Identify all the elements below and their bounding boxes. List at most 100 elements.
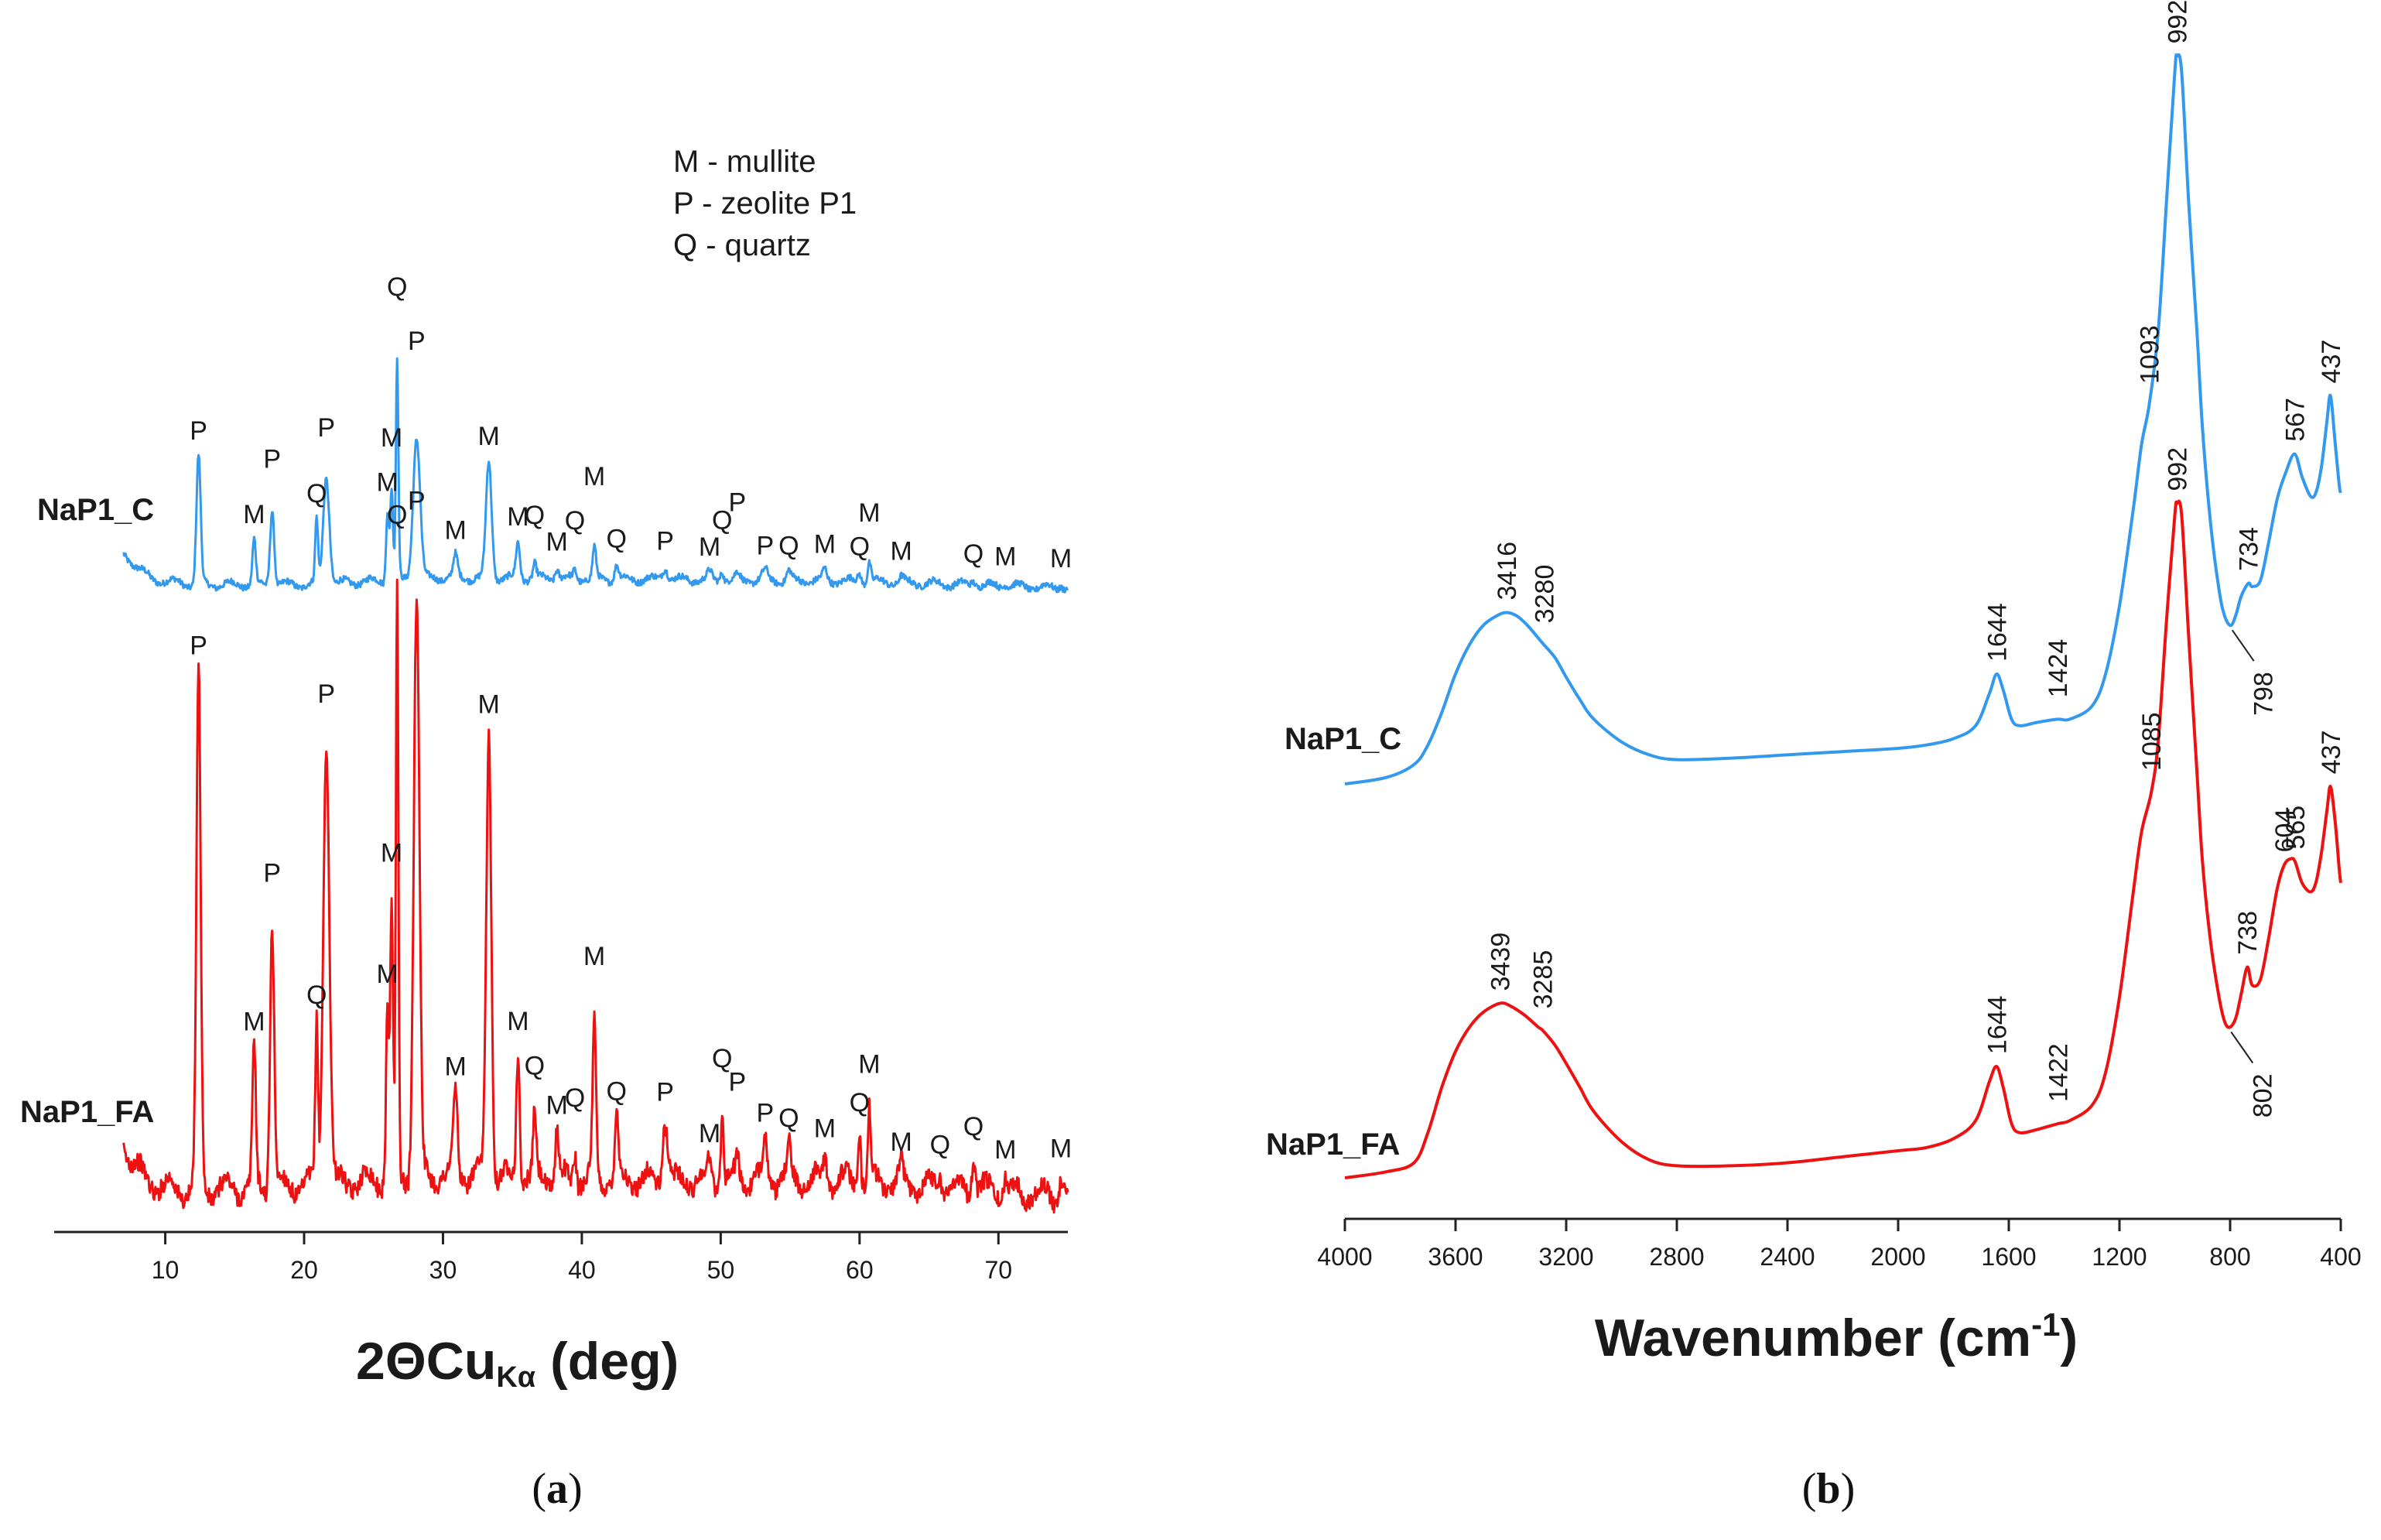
panel-a-line-nap1-fa <box>122 578 1069 1214</box>
panel-a-peak-label: M <box>814 1114 836 1143</box>
panel-a-x-tick-label: 40 <box>568 1256 596 1284</box>
panel-a-peak-label: P <box>190 416 207 446</box>
panel-a-peak-label: P <box>656 1078 674 1107</box>
panel-b-x-tick-label: 800 <box>2209 1243 2250 1271</box>
panel-a-peak-label: M <box>583 942 605 971</box>
panel-b-series-name-nap1-fa: NaP1_FA <box>1266 1128 1400 1162</box>
panel-a-x-tick-label: 20 <box>290 1256 318 1284</box>
panel-a-x-axis-title-prefix: 2ΘCu <box>356 1332 496 1391</box>
panel-a-peak-label: P <box>190 631 207 660</box>
panel-a-peak-label: M <box>444 516 466 546</box>
panel-b-band-label: 1093 <box>2135 325 2164 384</box>
panel-a-peak-label: M <box>243 1007 265 1036</box>
panel-a-peak-label: Q <box>306 479 327 508</box>
panel-a-peak-label: Q <box>963 539 984 569</box>
panel-a-peak-label: M <box>478 690 500 719</box>
panel-a-ticks: 10 20 30 40 50 60 70 <box>152 1232 1012 1284</box>
panel-a-peak-label: Q <box>387 501 407 530</box>
panel-b-x-tick-label: 3600 <box>1428 1243 1483 1271</box>
panel-b-band-label: 802 <box>2248 1074 2277 1118</box>
panel-a-peak-label: Q <box>525 1052 545 1081</box>
panel-a-peak-label: M <box>444 1052 466 1081</box>
panel-b-line-nap1-fa <box>1344 499 2342 1179</box>
panel-b-x-tick-label: 2800 <box>1649 1243 1704 1271</box>
panel-a-series-name-nap1-c: NaP1_C <box>37 493 154 527</box>
panel-b-band-label: 437 <box>2317 731 2346 775</box>
panel-a-peak-label: P <box>408 327 426 356</box>
panel-a-peak-label: Q <box>712 505 732 535</box>
panel-b-band-label: 798 <box>2249 672 2279 716</box>
panel-b-band-label: 1422 <box>2044 1043 2074 1102</box>
panel-a-peak-label: M <box>994 542 1016 572</box>
panel-b-band-label: 992 <box>2163 0 2192 44</box>
panel-b-band-label: 1644 <box>1982 603 2012 662</box>
panel-a-legend-item: Q - quartz <box>673 228 811 262</box>
panel-a-x-tick-label: 50 <box>707 1256 735 1284</box>
panel-a-peak-label: Q <box>306 980 327 1010</box>
panel-a-peak-label: P <box>729 488 747 518</box>
panel-a-caption: (a) <box>532 1465 582 1513</box>
panel-a-peak-label: P <box>317 413 335 443</box>
panel-b-caption-letter: b <box>1816 1465 1840 1513</box>
panel-a-peak-label: M <box>994 1135 1016 1165</box>
panel-a-x-tick-label: 10 <box>152 1256 180 1284</box>
panel-b-x-tick-label: 1600 <box>1981 1243 2036 1271</box>
panel-a-peak-label: M <box>478 422 500 451</box>
panel-a-peak-label: M <box>699 1119 720 1148</box>
panel-a-peak-label: P <box>729 1067 747 1097</box>
panel-b-label-leader <box>2230 1031 2254 1064</box>
panel-b-x-tick-label: 400 <box>2320 1243 2361 1271</box>
panel-b-band-label: 1424 <box>2044 639 2073 698</box>
panel-a-peak-label: M <box>890 1128 912 1157</box>
panel-a-peak-label: M <box>243 500 265 529</box>
panel-b-caption: (b) <box>1802 1465 1855 1513</box>
panel-a-line-nap1-c <box>122 357 1069 594</box>
panel-b-band-label: 604 <box>2270 809 2300 853</box>
panel-a-peak-label: M <box>699 532 720 562</box>
panel-a-legend-item: M - mullite <box>673 145 816 179</box>
panel-a-peak-label: Q <box>565 506 585 536</box>
panel-a-peak-label: M <box>814 530 836 560</box>
panel-a-x-tick-label: 70 <box>984 1256 1012 1284</box>
panel-b-x-tick-label: 3200 <box>1538 1243 1593 1271</box>
panel-a-peak-label: Q <box>607 1076 627 1106</box>
panel-a-peak-label: Q <box>387 272 407 302</box>
panel-b-x-axis-title-sup: -1 <box>2031 1306 2060 1343</box>
panel-a-x-axis-title-subscript: Kα <box>496 1361 535 1394</box>
panel-a-peak-label: M <box>546 1091 567 1121</box>
panel-a-caption-letter: a <box>546 1465 568 1513</box>
panel-b-ticks: 4000 3600 3200 2800 2400 2000 1600 1200 800 400 <box>1317 1219 2362 1271</box>
panel-b-x-tick-label: 4000 <box>1317 1243 1372 1271</box>
panel-b-x-tick-label: 1200 <box>2092 1243 2147 1271</box>
panel-a-x-tick-label: 30 <box>429 1256 457 1284</box>
panel-a-peak-label: P <box>263 859 281 888</box>
panel-b-x-axis-title-end: ) <box>2061 1309 2078 1367</box>
panel-a-peak-label: M <box>1050 544 1072 573</box>
panel-b-x-tick-label: 2000 <box>1870 1243 1925 1271</box>
panel-a-legend-item: P - zeolite P1 <box>673 187 857 221</box>
panel-a-x-tick-label: 60 <box>846 1256 874 1284</box>
panel-b-band-label: 738 <box>2233 911 2263 955</box>
panel-a-peak-label: M <box>546 528 567 557</box>
panel-a-peak-label: Q <box>930 1131 950 1160</box>
panel-b-band-label: 734 <box>2235 527 2264 571</box>
panel-b-band-label: 3280 <box>1530 565 1559 624</box>
panel-a-peak-label: M <box>381 838 402 868</box>
panel-b-x-axis-title-main: Wavenumber (cm <box>1595 1309 2031 1367</box>
panel-b-band-label: 992 <box>2163 447 2192 491</box>
panel-a-peak-label: P <box>263 445 281 474</box>
panel-b-line-nap1-c <box>1344 53 2342 785</box>
panel-a-peak-label: Q <box>778 1104 799 1133</box>
panel-b-band-label: 1644 <box>1982 995 2012 1054</box>
panel-b-band-label: 3416 <box>1493 542 1522 601</box>
panel-a-peak-label: M <box>507 502 529 532</box>
panel-a-legend: M - mullite P - zeolite P1 Q - quartz <box>673 145 857 262</box>
panel-a-peak-label: M <box>890 537 912 566</box>
panel-a-peak-label: M <box>377 468 399 498</box>
panel-a-peak-label: P <box>656 527 674 556</box>
panel-a-series <box>122 357 1069 1214</box>
